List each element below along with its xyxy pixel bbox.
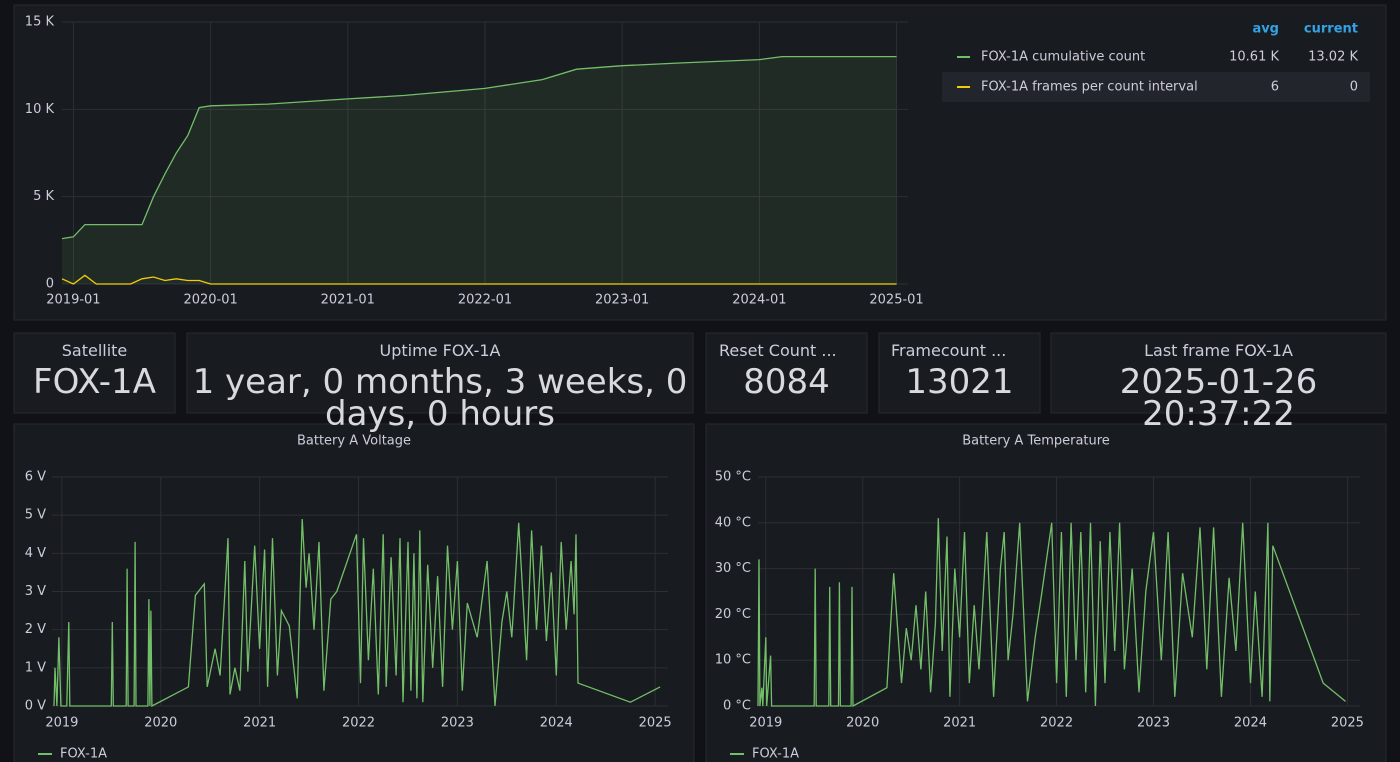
x-tick-label: 2020: [846, 716, 879, 731]
panel: [13, 4, 1387, 321]
y-tick-label: 3 V: [25, 584, 46, 599]
legend-header: avg: [1252, 22, 1279, 37]
y-tick-label: 40 °C: [715, 515, 751, 530]
stat-value: FOX-1A: [33, 362, 156, 402]
panel: [1050, 332, 1387, 414]
x-tick-label: 2020-01: [183, 293, 237, 308]
x-tick-label: 2023: [1137, 716, 1170, 731]
x-tick-label: 2024-01: [732, 293, 786, 308]
legend-value: 13.02 K: [1308, 50, 1358, 65]
stat-title: Satellite: [61, 341, 128, 360]
series-line: [61, 55, 897, 240]
stat-panel: Reset Count ... 8084: [706, 333, 867, 413]
x-tick-label: 2022: [1040, 716, 1073, 731]
legend-value: 10.61 K: [1229, 50, 1279, 65]
panel: [878, 332, 1041, 414]
x-tick-label: 2022-01: [458, 293, 512, 308]
x-tick-label: 2024: [540, 716, 573, 731]
y-tick-label: 0 °C: [723, 699, 751, 714]
y-tick-label: 30 °C: [715, 561, 751, 576]
x-tick-label: 2025: [1331, 716, 1364, 731]
x-tick-label: 2019-01: [46, 293, 100, 308]
legend-row-highlight: [942, 72, 1370, 102]
x-tick-label: 2021: [243, 716, 276, 731]
stat-value: 1 year, 0 months, 3 weeks, 0 days, 0 hou…: [192, 362, 688, 434]
x-tick-label: 2025: [639, 716, 672, 731]
y-tick-label: 5 V: [25, 508, 46, 523]
panel: [13, 423, 695, 762]
panel: [186, 332, 694, 414]
x-tick-label: 2022: [342, 716, 375, 731]
x-tick-label: 2020: [144, 716, 177, 731]
y-tick-label: 20 °C: [715, 607, 751, 622]
y-tick-label: 15 K: [25, 15, 55, 30]
y-tick-label: 6 V: [25, 470, 46, 485]
y-tick-label: 50 °C: [715, 470, 751, 485]
legend-label: FOX-1A cumulative count: [981, 50, 1145, 65]
legend-label: FOX-1A frames per count interval: [981, 80, 1198, 95]
y-tick-label: 10 K: [25, 102, 55, 117]
stat-panel: Uptime FOX-1A 1 year, 0 months, 3 weeks, …: [187, 333, 693, 431]
x-tick-label: 2025-01: [869, 293, 923, 308]
stat-panel: Last frame FOX-1A 2025-01-26 20:37:22: [1051, 333, 1386, 431]
stat-title: Uptime FOX-1A: [379, 341, 501, 360]
chart-title: Battery A Temperature: [962, 434, 1110, 449]
legend-value: 6: [1271, 80, 1279, 95]
x-tick-label: 2023-01: [595, 293, 649, 308]
y-tick-label: 10 °C: [715, 653, 751, 668]
x-tick-label: 2023: [441, 716, 474, 731]
y-tick-label: 1 V: [25, 660, 46, 675]
area: [62, 56, 897, 284]
y-tick-label: 0: [46, 277, 54, 292]
x-tick-label: 2024: [1234, 716, 1267, 731]
panel: [705, 423, 1387, 762]
stat-value: 2025-01-26 20:37:22: [1119, 362, 1318, 434]
legend-header: current: [1304, 22, 1358, 37]
stat-panel: Satellite FOX-1A: [14, 333, 175, 413]
stat-title: Reset Count ...: [719, 341, 837, 360]
stat-title: Last frame FOX-1A: [1144, 341, 1293, 360]
series-line: [53, 518, 661, 708]
stat-title: Framecount ...: [891, 341, 1007, 360]
x-tick-label: 2019: [749, 716, 782, 731]
y-tick-label: 0 V: [25, 699, 46, 714]
x-tick-label: 2021: [943, 716, 976, 731]
x-tick-label: 2019: [45, 716, 78, 731]
panel: [13, 332, 176, 414]
y-tick-label: 2 V: [25, 622, 46, 637]
series-line: [61, 274, 897, 285]
stat-value: 13021: [905, 362, 1014, 402]
series-line: [757, 518, 1346, 708]
panel: [705, 332, 868, 414]
stat-value: 8084: [743, 362, 830, 402]
chart-title: Battery A Voltage: [297, 434, 411, 449]
y-tick-label: 4 V: [25, 546, 46, 561]
x-tick-label: 2021-01: [321, 293, 375, 308]
stat-panel: Framecount ... 13021: [879, 333, 1040, 413]
legend-value: 0: [1350, 80, 1358, 95]
legend-label: FOX-1A: [60, 747, 107, 762]
y-tick-label: 5 K: [33, 189, 54, 204]
legend-label: FOX-1A: [752, 747, 799, 762]
